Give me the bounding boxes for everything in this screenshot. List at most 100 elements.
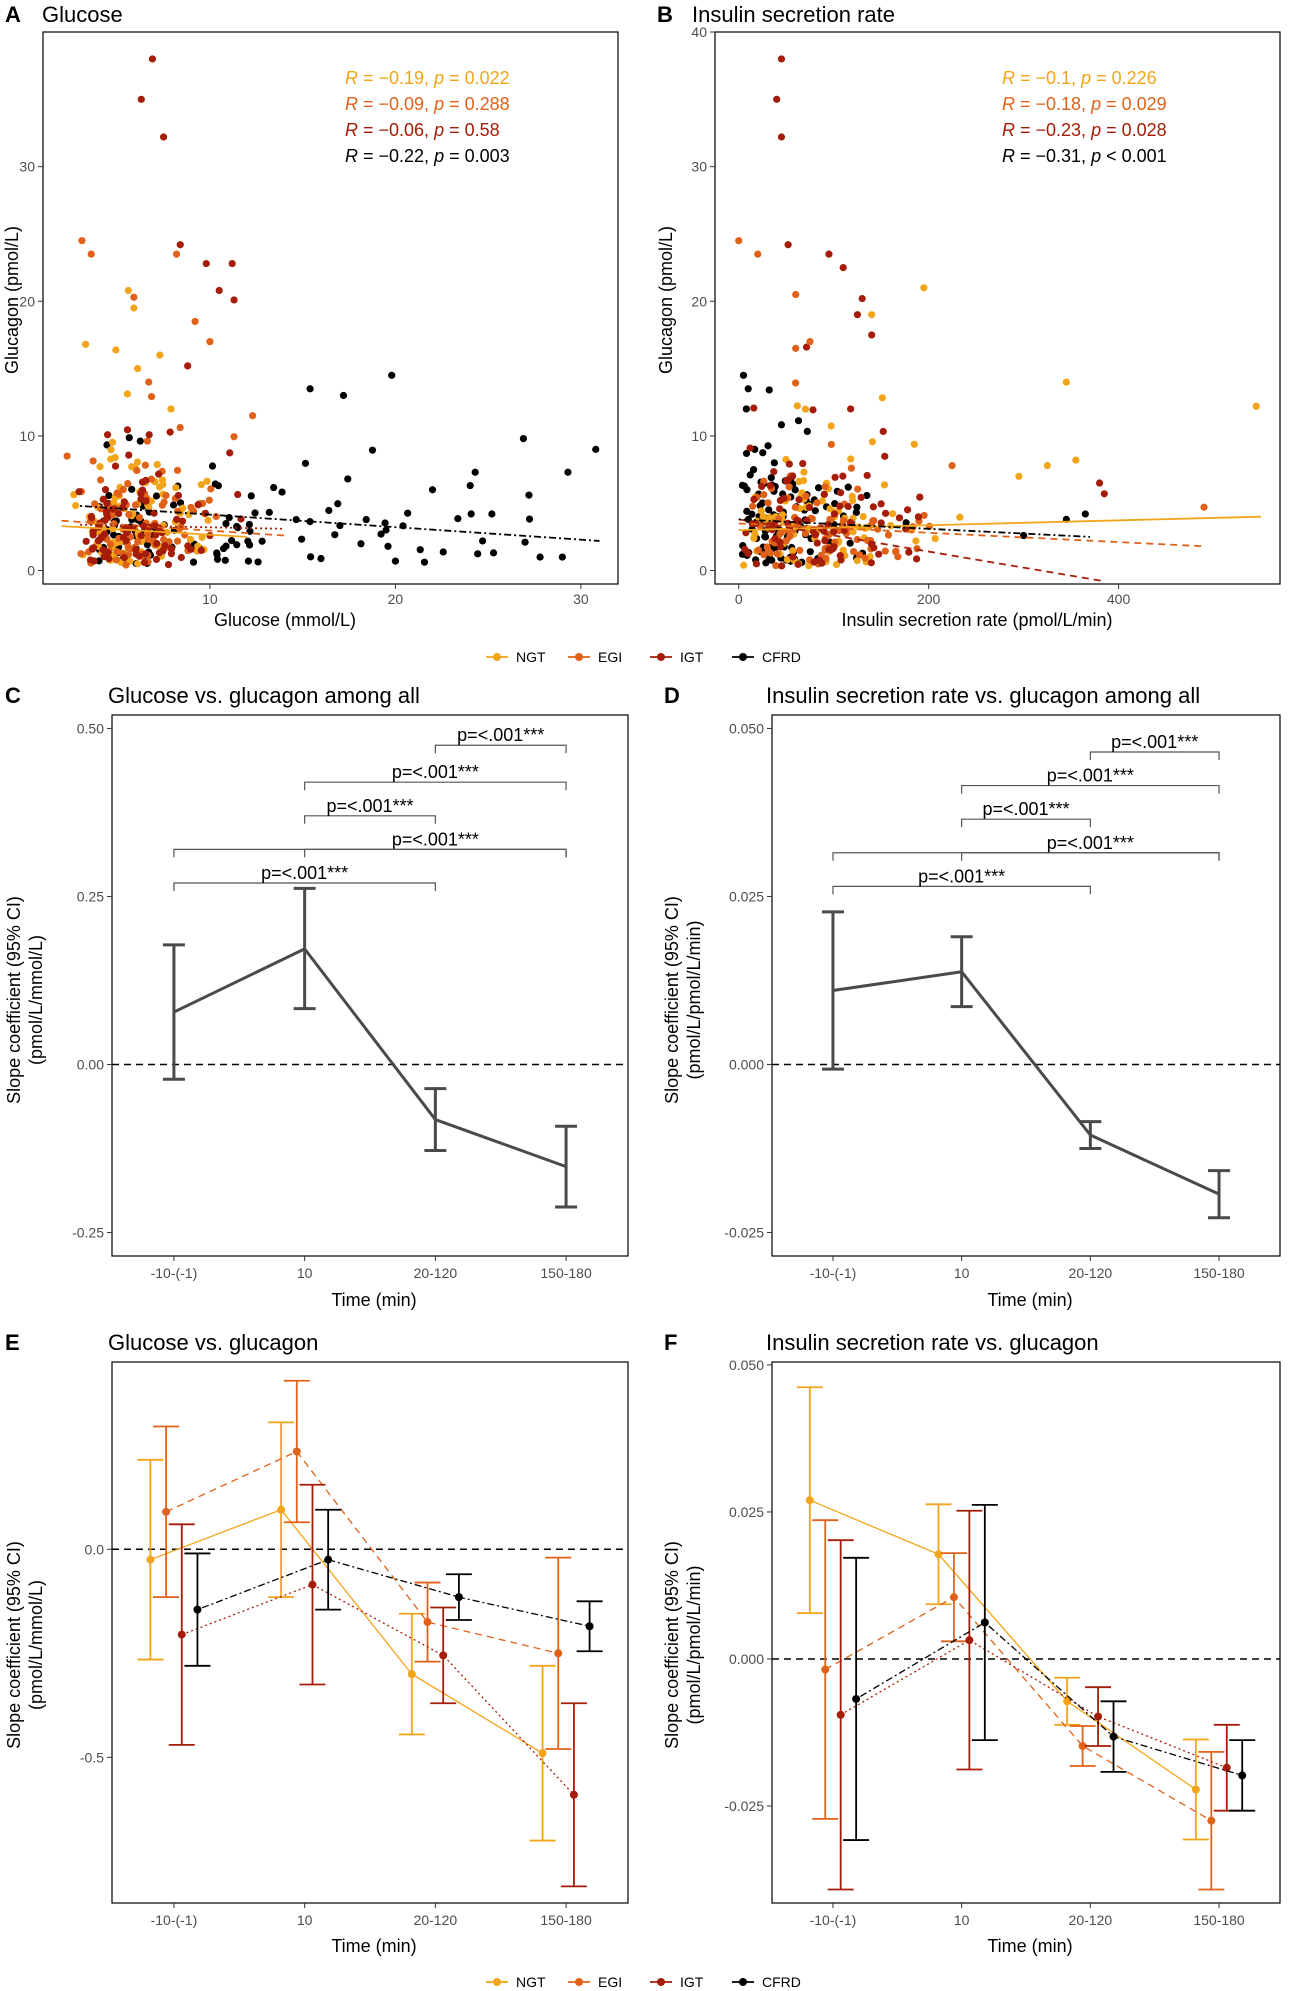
legend-swatch-dot-igt [657,653,665,661]
panel-a-point-egi [124,480,132,488]
panel-b-point-igt [830,543,838,551]
panel-a-point-egi [147,475,156,483]
panel-b-point-igt [840,526,848,535]
panel-e-x-tick-label: 10 [297,1912,313,1928]
panel-c-title: Glucose vs. glucagon among all [108,683,420,708]
panel-a-point-egi [145,378,153,386]
panel-a-point-ngt [70,490,78,499]
panel-a-point-cfrd [525,491,533,499]
panel-b-point-ngt [793,402,801,410]
panel-a-point-cfrd [536,553,544,561]
panel-a-point-cfrd [208,462,217,470]
panel-b-point-cfrd [852,508,860,517]
panel-b-point-cfrd [814,484,823,492]
panel-a-point-cfrd [404,509,412,517]
panel-a-point-cfrd [233,541,241,549]
panel-c-comparison-label: p=<.001*** [457,725,544,745]
panel-a-point-cfrd [125,434,133,442]
panel-d-comparison-bracket [832,852,1220,861]
panel-a-point-cfrd [466,481,474,490]
panel-c-x-tick-label: 20-120 [414,1265,458,1281]
panel-b-point-ngt [849,528,857,536]
panel-b-point-igt [794,560,802,568]
panel-e-frame [111,1361,629,1904]
panel-f-x-tick-label: 150-180 [1193,1912,1245,1928]
panel-b-point-cfrd [744,385,752,393]
panel-e-point-cfrd [324,1555,333,1564]
panel-b-point-igt [750,404,758,412]
panel-a-point-igt [120,498,128,506]
panel-a-point-igt [167,550,176,558]
panel-a-point-cfrd [211,480,219,488]
panel-a-point-ngt [96,463,104,471]
panel-a-point-cfrd [334,500,342,508]
legend-label-igt: IGT [680,1974,704,1990]
panel-a-point-cfrd [258,537,266,545]
panel-a-point-cfrd [428,486,437,494]
panel-a-point-cfrd [592,445,600,453]
panel-b-point-ngt [839,546,847,554]
legend-label-cfrd: CFRD [762,1974,801,1990]
panel-b-point-igt [818,559,826,567]
panel-a-point-cfrd [357,540,365,548]
panel-b-title: Insulin secretion rate [692,2,895,27]
panel-b-point-cfrd [811,507,819,515]
panel-a-point-igt [187,545,195,553]
panel-c-comparison-bracket [173,848,567,858]
panel-b-point-igt [741,545,749,553]
panel-b-point-ngt [1252,402,1260,410]
panel-c-y-axis-label-line1: Slope coefficient (95% CI) [4,896,24,1104]
panel-f-plot: -10-(-1) 10 20-120 150-180 -0.025 0.000 0.025 0… [724,1357,1281,1928]
panel-e-series-line-egi [165,1450,559,1654]
panel-b-point-igt [836,552,844,560]
panel-a-point-ngt [133,458,142,466]
panel-b-fit-line-egi [738,522,1205,548]
panel-a-point-cfrd [420,558,429,566]
panel-b-point-igt [799,459,807,468]
panel-e-title: Glucose vs. glucagon [108,1330,318,1355]
panel-d-frame [771,714,1281,1257]
panel-a-point-igt [201,509,210,517]
panel-b-point-egi [796,546,804,555]
panel-b-point-egi [749,502,757,510]
panel-e-x-tick-label: 150-180 [540,1912,592,1928]
panel-b-point-ngt [847,455,855,463]
panel-f-point-egi [821,1665,830,1674]
legend-label-cfrd: CFRD [762,649,801,665]
panel-a-point-ngt [108,438,117,446]
panel-a-point-igt [103,499,111,507]
panel-b-point-egi [920,511,928,520]
panel-a-point-cfrd [439,548,447,556]
panel-b-y-tick-label: 30 [691,159,707,175]
panel-b-point-egi [760,491,768,499]
panel-b-point-egi [881,547,889,555]
legend-label-egi: EGI [598,1974,622,1990]
panel-b-point-cfrd [846,539,854,547]
panel-a-plot: 10 20 30 0 10 20 30 R = −0.19, p = 0.022 R = −0.… [19,31,619,607]
panel-a-title: Glucose [42,2,123,27]
panel-a-point-egi [134,538,142,546]
legend-swatch-dot-egi [575,1978,583,1986]
panel-e-x-axis-label: Time (min) [331,1936,416,1956]
panel-b-point-igt [881,452,889,460]
panel-a: A Glucose 10 20 30 0 10 20 30 R = −0.19, p = 0.… [2,2,619,630]
panel-f-series-line-cfrd [855,1621,1243,1777]
panel-a-point-egi [77,550,85,558]
panel-c-frame [111,714,629,1257]
panel-c-comparison-bracket [434,744,567,754]
panel-b-point-ngt [740,561,748,569]
panel-e-point-igt [177,1630,186,1639]
panel-a-point-egi [87,250,95,258]
panel-a-point-ngt [145,503,153,512]
panel-e-point-igt [439,1651,448,1660]
panel-a-point-cfrd [278,488,286,496]
panel-a-point-igt [98,534,106,542]
panel-e-point-egi [162,1507,171,1516]
panel-b-point-igt [825,250,833,258]
panel-b-point-cfrd [748,510,756,518]
panel-a-point-cfrd [136,437,144,445]
panel-a-point-egi [113,489,121,497]
panel-f-point-igt [1222,1763,1231,1772]
panel-c-x-axis-label: Time (min) [331,1290,416,1310]
